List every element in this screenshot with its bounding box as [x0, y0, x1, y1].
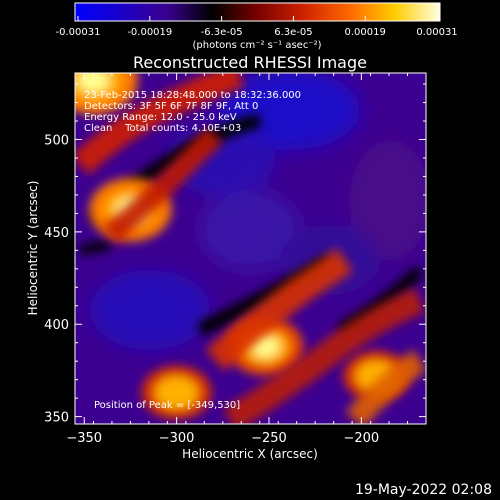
hot-spot-core: [78, 73, 109, 93]
hot-spot-mid: [155, 376, 199, 409]
annotation-counts: Clean Total counts: 4.10E+03: [84, 123, 241, 134]
colorbar-tick-label: 0.00019: [345, 27, 386, 38]
x-tick-label: −300: [159, 431, 195, 446]
x-tick-label: −250: [251, 431, 287, 446]
hot-ridges: [75, 73, 426, 424]
heatmap-image: [75, 73, 426, 424]
y-tick-label: 400: [44, 318, 69, 333]
y-tick-label: 350: [44, 411, 69, 426]
axes: −350 −300 −250 −200 350 400 450 500: [44, 73, 427, 446]
colorbar-unit-label: (photons cm⁻² s⁻¹ asec⁻²): [192, 40, 321, 51]
colorbar-ticks: -0.00031 -0.00019 -6.3e-05 6.3e-05 0.00019 0.…: [56, 16, 458, 38]
peak-position-label: Position of Peak = [-349,530]: [94, 400, 240, 411]
colorbar: [74, 2, 441, 22]
colorbar-tick-label: -0.00031: [56, 27, 101, 38]
y-tick-label: 500: [44, 134, 69, 149]
y-axis-label: Heliocentric Y (arcsec): [26, 181, 40, 316]
x-tick-label: −200: [343, 431, 379, 446]
cool-regions: [90, 73, 426, 350]
timestamp: 19-May-2022 02:08: [355, 482, 492, 498]
annotation-energy: Energy Range: 12.0 - 25.0 keV: [84, 112, 237, 123]
colorbar-tick-label: 0.00031: [416, 27, 457, 38]
plot-frame: [74, 72, 427, 425]
colorbar-tick-label: 6.3e-05: [274, 27, 312, 38]
annotation-block: 23-Feb-2015 18:28:48.000 to 18:32:36.000…: [84, 90, 301, 134]
colorbar-tick-label: -6.3e-05: [201, 27, 243, 38]
annotation-time: 23-Feb-2015 18:28:48.000 to 18:32:36.000: [84, 90, 301, 101]
y-tick-label: 450: [44, 226, 69, 241]
annotation-detectors: Detectors: 3F 5F 6F 7F 8F 9F, Att 0: [84, 101, 258, 112]
x-axis-label: Heliocentric X (arcsec): [182, 447, 318, 461]
colorbar-tick-label: -0.00019: [127, 27, 172, 38]
x-tick-label: −350: [66, 431, 102, 446]
hot-spot-core: [252, 336, 279, 357]
chart-title: Reconstructed RHESSI Image: [133, 53, 367, 72]
